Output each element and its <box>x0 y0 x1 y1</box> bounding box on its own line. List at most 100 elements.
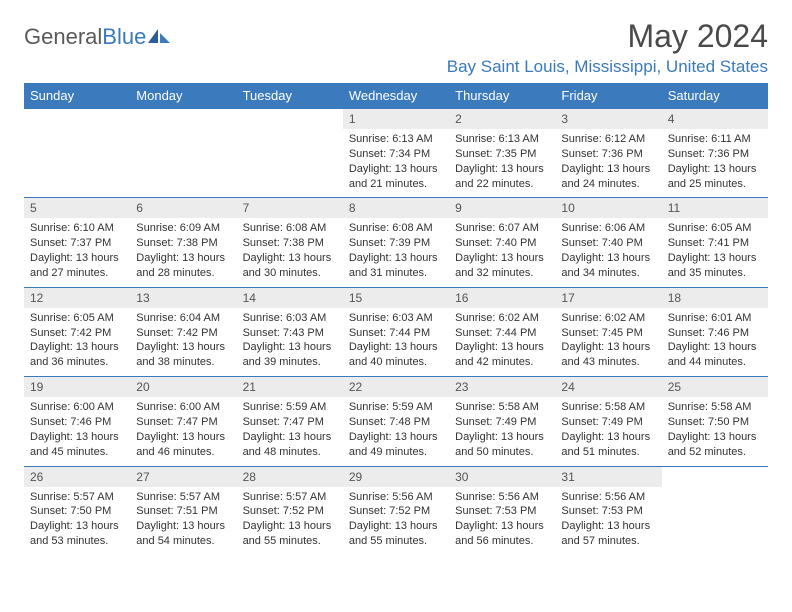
day-header: Thursday <box>449 83 555 109</box>
day-content-cell: Sunrise: 5:57 AMSunset: 7:50 PMDaylight:… <box>24 487 130 555</box>
day-content-cell: Sunrise: 5:56 AMSunset: 7:53 PMDaylight:… <box>555 487 661 555</box>
day-number-cell: 31 <box>555 466 661 487</box>
logo-word-1: General <box>24 24 102 49</box>
day-number-cell: 23 <box>449 377 555 398</box>
day-number-cell: 17 <box>555 287 661 308</box>
logo-word-2: Blue <box>102 24 146 49</box>
calendar-page: GeneralBlue May 2024 Bay Saint Louis, Mi… <box>0 0 792 573</box>
day-content-cell: Sunrise: 5:58 AMSunset: 7:49 PMDaylight:… <box>449 397 555 466</box>
day-number-cell: 10 <box>555 198 661 219</box>
logo: GeneralBlue <box>24 24 170 50</box>
calendar-head: SundayMondayTuesdayWednesdayThursdayFrid… <box>24 83 768 109</box>
day-content-cell: Sunrise: 5:58 AMSunset: 7:50 PMDaylight:… <box>662 397 768 466</box>
day-content-cell: Sunrise: 6:13 AMSunset: 7:35 PMDaylight:… <box>449 129 555 198</box>
day-number-cell: 13 <box>130 287 236 308</box>
content-row: Sunrise: 6:10 AMSunset: 7:37 PMDaylight:… <box>24 218 768 287</box>
day-content-cell: Sunrise: 6:01 AMSunset: 7:46 PMDaylight:… <box>662 308 768 377</box>
month-title: May 2024 <box>447 18 768 55</box>
day-content-cell: Sunrise: 5:59 AMSunset: 7:47 PMDaylight:… <box>237 397 343 466</box>
day-content-cell: Sunrise: 6:10 AMSunset: 7:37 PMDaylight:… <box>24 218 130 287</box>
title-block: May 2024 Bay Saint Louis, Mississippi, U… <box>447 18 768 77</box>
day-number-cell: 12 <box>24 287 130 308</box>
daynum-row: 262728293031 <box>24 466 768 487</box>
day-header: Monday <box>130 83 236 109</box>
content-row: Sunrise: 6:05 AMSunset: 7:42 PMDaylight:… <box>24 308 768 377</box>
day-number-cell: 3 <box>555 109 661 130</box>
day-number-cell: 8 <box>343 198 449 219</box>
day-number-cell: 1 <box>343 109 449 130</box>
day-number-cell: 29 <box>343 466 449 487</box>
content-row: Sunrise: 5:57 AMSunset: 7:50 PMDaylight:… <box>24 487 768 555</box>
day-number-cell: 2 <box>449 109 555 130</box>
day-content-cell: Sunrise: 6:02 AMSunset: 7:44 PMDaylight:… <box>449 308 555 377</box>
daynum-row: 1234 <box>24 109 768 130</box>
day-content-cell: Sunrise: 6:12 AMSunset: 7:36 PMDaylight:… <box>555 129 661 198</box>
day-content-cell <box>130 129 236 198</box>
day-number-cell: 9 <box>449 198 555 219</box>
day-number-cell: 16 <box>449 287 555 308</box>
day-content-cell: Sunrise: 6:08 AMSunset: 7:38 PMDaylight:… <box>237 218 343 287</box>
logo-text: GeneralBlue <box>24 24 146 50</box>
day-header: Friday <box>555 83 661 109</box>
day-number-cell: 11 <box>662 198 768 219</box>
day-content-cell: Sunrise: 6:04 AMSunset: 7:42 PMDaylight:… <box>130 308 236 377</box>
day-number-cell <box>237 109 343 130</box>
day-number-cell: 14 <box>237 287 343 308</box>
page-header: GeneralBlue May 2024 Bay Saint Louis, Mi… <box>24 18 768 77</box>
daynum-row: 12131415161718 <box>24 287 768 308</box>
day-content-cell: Sunrise: 6:13 AMSunset: 7:34 PMDaylight:… <box>343 129 449 198</box>
day-number-cell: 30 <box>449 466 555 487</box>
day-number-cell: 5 <box>24 198 130 219</box>
day-number-cell: 20 <box>130 377 236 398</box>
day-number-cell: 4 <box>662 109 768 130</box>
day-content-cell: Sunrise: 6:00 AMSunset: 7:46 PMDaylight:… <box>24 397 130 466</box>
day-number-cell: 27 <box>130 466 236 487</box>
day-number-cell: 26 <box>24 466 130 487</box>
day-number-cell: 25 <box>662 377 768 398</box>
day-content-cell: Sunrise: 6:02 AMSunset: 7:45 PMDaylight:… <box>555 308 661 377</box>
calendar-body: 1234Sunrise: 6:13 AMSunset: 7:34 PMDayli… <box>24 109 768 555</box>
day-content-cell: Sunrise: 6:03 AMSunset: 7:43 PMDaylight:… <box>237 308 343 377</box>
day-header: Saturday <box>662 83 768 109</box>
day-number-cell: 7 <box>237 198 343 219</box>
day-number-cell: 24 <box>555 377 661 398</box>
day-number-cell <box>662 466 768 487</box>
day-number-cell: 6 <box>130 198 236 219</box>
day-content-cell: Sunrise: 5:59 AMSunset: 7:48 PMDaylight:… <box>343 397 449 466</box>
daynum-row: 19202122232425 <box>24 377 768 398</box>
day-content-cell: Sunrise: 6:00 AMSunset: 7:47 PMDaylight:… <box>130 397 236 466</box>
day-number-cell <box>24 109 130 130</box>
day-content-cell: Sunrise: 5:56 AMSunset: 7:53 PMDaylight:… <box>449 487 555 555</box>
day-content-cell: Sunrise: 5:58 AMSunset: 7:49 PMDaylight:… <box>555 397 661 466</box>
day-content-cell: Sunrise: 5:57 AMSunset: 7:52 PMDaylight:… <box>237 487 343 555</box>
day-number-cell: 28 <box>237 466 343 487</box>
location-text: Bay Saint Louis, Mississippi, United Sta… <box>447 57 768 77</box>
day-header: Tuesday <box>237 83 343 109</box>
day-number-cell: 22 <box>343 377 449 398</box>
day-content-cell: Sunrise: 6:08 AMSunset: 7:39 PMDaylight:… <box>343 218 449 287</box>
content-row: Sunrise: 6:13 AMSunset: 7:34 PMDaylight:… <box>24 129 768 198</box>
day-content-cell <box>24 129 130 198</box>
daynum-row: 567891011 <box>24 198 768 219</box>
day-content-cell: Sunrise: 5:56 AMSunset: 7:52 PMDaylight:… <box>343 487 449 555</box>
day-content-cell: Sunrise: 6:05 AMSunset: 7:41 PMDaylight:… <box>662 218 768 287</box>
day-content-cell: Sunrise: 6:03 AMSunset: 7:44 PMDaylight:… <box>343 308 449 377</box>
day-number-cell: 19 <box>24 377 130 398</box>
day-number-cell: 21 <box>237 377 343 398</box>
day-content-cell: Sunrise: 6:09 AMSunset: 7:38 PMDaylight:… <box>130 218 236 287</box>
day-content-cell <box>662 487 768 555</box>
day-number-cell: 15 <box>343 287 449 308</box>
day-header: Wednesday <box>343 83 449 109</box>
day-header: Sunday <box>24 83 130 109</box>
content-row: Sunrise: 6:00 AMSunset: 7:46 PMDaylight:… <box>24 397 768 466</box>
day-content-cell: Sunrise: 6:07 AMSunset: 7:40 PMDaylight:… <box>449 218 555 287</box>
day-number-cell: 18 <box>662 287 768 308</box>
day-content-cell: Sunrise: 6:11 AMSunset: 7:36 PMDaylight:… <box>662 129 768 198</box>
day-header-row: SundayMondayTuesdayWednesdayThursdayFrid… <box>24 83 768 109</box>
day-content-cell <box>237 129 343 198</box>
day-number-cell <box>130 109 236 130</box>
day-content-cell: Sunrise: 5:57 AMSunset: 7:51 PMDaylight:… <box>130 487 236 555</box>
day-content-cell: Sunrise: 6:06 AMSunset: 7:40 PMDaylight:… <box>555 218 661 287</box>
logo-sail-icon <box>148 29 170 45</box>
calendar-table: SundayMondayTuesdayWednesdayThursdayFrid… <box>24 83 768 555</box>
